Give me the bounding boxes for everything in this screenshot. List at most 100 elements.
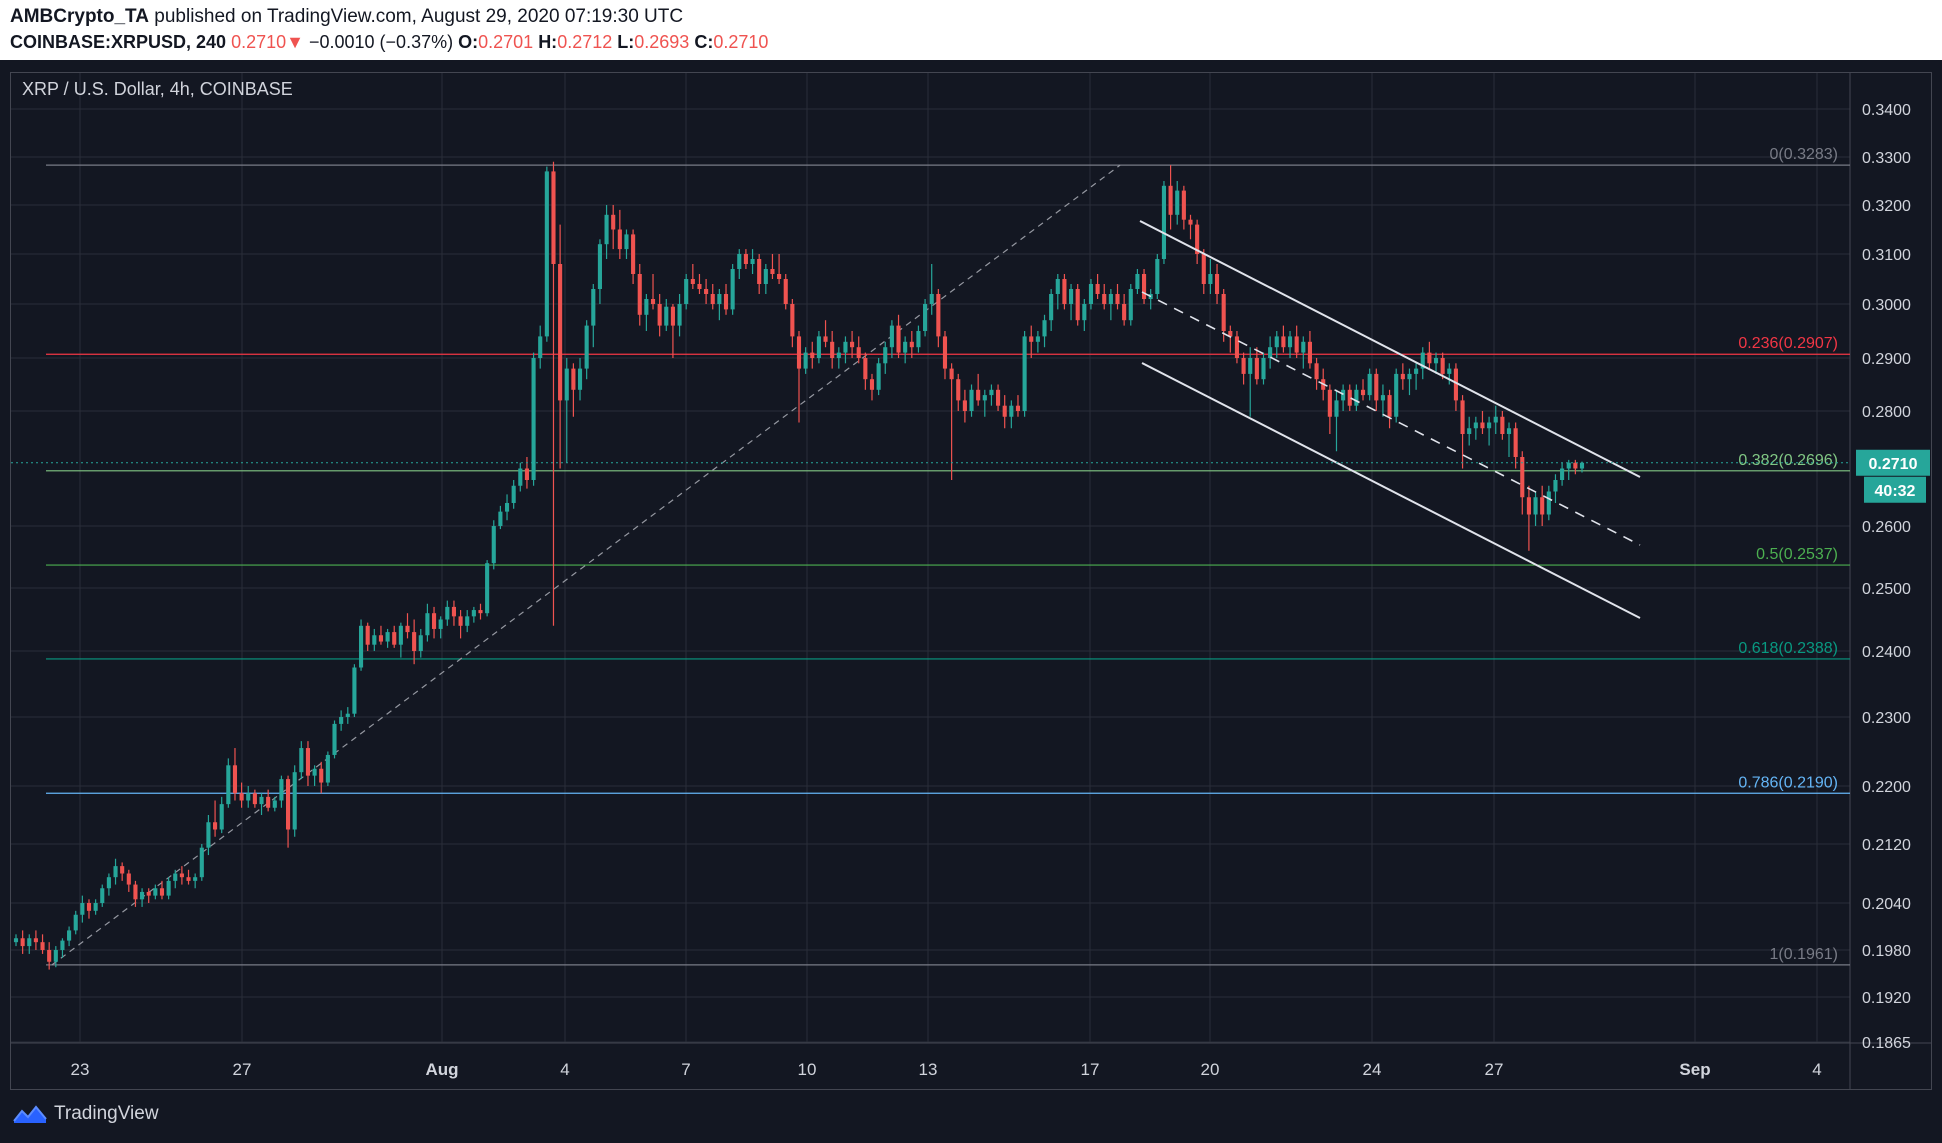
candle-body: [471, 610, 476, 617]
candle-body: [644, 299, 649, 315]
candle-body: [571, 368, 576, 390]
fib-level-label: 0.236(0.2907): [1738, 335, 1838, 352]
candle: [677, 294, 682, 337]
candle: [73, 910, 78, 935]
candle: [232, 748, 238, 801]
candle-body: [896, 325, 901, 353]
candle-body: [1248, 358, 1253, 374]
candle: [816, 331, 821, 364]
candle-body: [1327, 389, 1332, 417]
publish-line: AMBCrypto_TA published on TradingView.co…: [10, 6, 683, 28]
candle: [1394, 368, 1399, 423]
candle-body: [650, 299, 656, 304]
candle-body: [199, 847, 204, 878]
tradingview-brand[interactable]: TradingView: [12, 1103, 159, 1125]
candle: [996, 384, 1001, 411]
candle: [697, 274, 702, 294]
candle-body: [193, 877, 198, 881]
fib-trend-line: [51, 164, 1121, 966]
candle: [126, 869, 131, 892]
candle: [757, 254, 762, 294]
candle-body: [982, 395, 987, 401]
candle-body: [617, 229, 622, 250]
candle: [1360, 379, 1366, 401]
candle: [1307, 331, 1312, 369]
candle: [431, 606, 437, 639]
candle-body: [1181, 190, 1186, 220]
candle: [372, 628, 377, 651]
y-tick-label: 0.3100: [1862, 247, 1911, 264]
candle-body: [173, 873, 178, 881]
candle: [1367, 368, 1372, 401]
x-tick-label: 20: [1201, 1060, 1220, 1079]
fib-level-label: 0.618(0.2388): [1738, 640, 1838, 657]
candle-body: [1407, 373, 1412, 380]
candle: [1168, 165, 1173, 230]
candle-body: [1420, 352, 1425, 369]
candle: [1467, 416, 1472, 446]
candle: [1427, 341, 1432, 369]
candle-body: [783, 279, 788, 304]
candle-body: [1049, 294, 1054, 321]
candle: [418, 628, 423, 658]
candle-body: [604, 214, 609, 245]
candle-body: [259, 796, 264, 805]
candle: [20, 930, 25, 954]
candle: [1042, 314, 1047, 348]
candle-body: [179, 873, 184, 878]
candle-body: [312, 768, 317, 776]
y-tick-label: 0.3300: [1862, 150, 1911, 167]
y-tick-label: 0.2200: [1862, 779, 1911, 796]
candle-body: [1334, 400, 1339, 417]
candle-body: [1579, 462, 1585, 469]
candle: [478, 603, 483, 620]
candle-body: [478, 610, 483, 614]
candle: [524, 457, 529, 489]
candle: [591, 284, 596, 348]
candle: [133, 880, 138, 907]
candle: [266, 789, 271, 812]
candle-body: [1069, 289, 1074, 304]
candle-body: [1221, 294, 1226, 331]
candle-body: [431, 613, 437, 629]
candle: [173, 869, 178, 889]
candle: [166, 877, 171, 900]
candle-body: [1460, 400, 1465, 434]
candle: [1513, 422, 1518, 469]
brand-name: TradingView: [54, 1103, 159, 1124]
open-value: 0.2701: [478, 32, 534, 52]
candle: [1261, 352, 1266, 385]
candle: [1088, 279, 1094, 310]
candle-body: [684, 279, 689, 304]
candle: [405, 613, 410, 639]
candle-body: [352, 667, 357, 714]
candle: [710, 284, 715, 310]
candle: [106, 873, 111, 896]
candle-body: [491, 526, 496, 564]
author-name[interactable]: AMBCrypto_TA: [10, 6, 149, 27]
candle: [319, 761, 324, 794]
candle-body: [597, 244, 602, 289]
candle: [577, 358, 583, 401]
candle-body: [730, 269, 735, 310]
candle: [684, 274, 689, 310]
candle: [1141, 269, 1147, 304]
x-tick-label: 27: [233, 1060, 252, 1079]
y-tick-label: 0.2120: [1862, 837, 1911, 854]
candle-body: [657, 304, 662, 326]
candle-body: [1467, 428, 1472, 434]
candle: [704, 279, 709, 304]
candle-body: [923, 304, 928, 331]
candle-body: [1294, 336, 1299, 353]
y-tick-label: 0.2500: [1862, 581, 1911, 598]
candle-body: [757, 259, 762, 284]
candle-body: [272, 800, 277, 808]
candle-body: [1268, 347, 1273, 358]
candle-body: [949, 368, 954, 380]
candle: [286, 775, 291, 848]
candle: [1314, 358, 1319, 390]
candle: [564, 358, 569, 463]
channel-mid-line: [1141, 291, 1641, 546]
channel-lower-line: [1141, 362, 1641, 619]
